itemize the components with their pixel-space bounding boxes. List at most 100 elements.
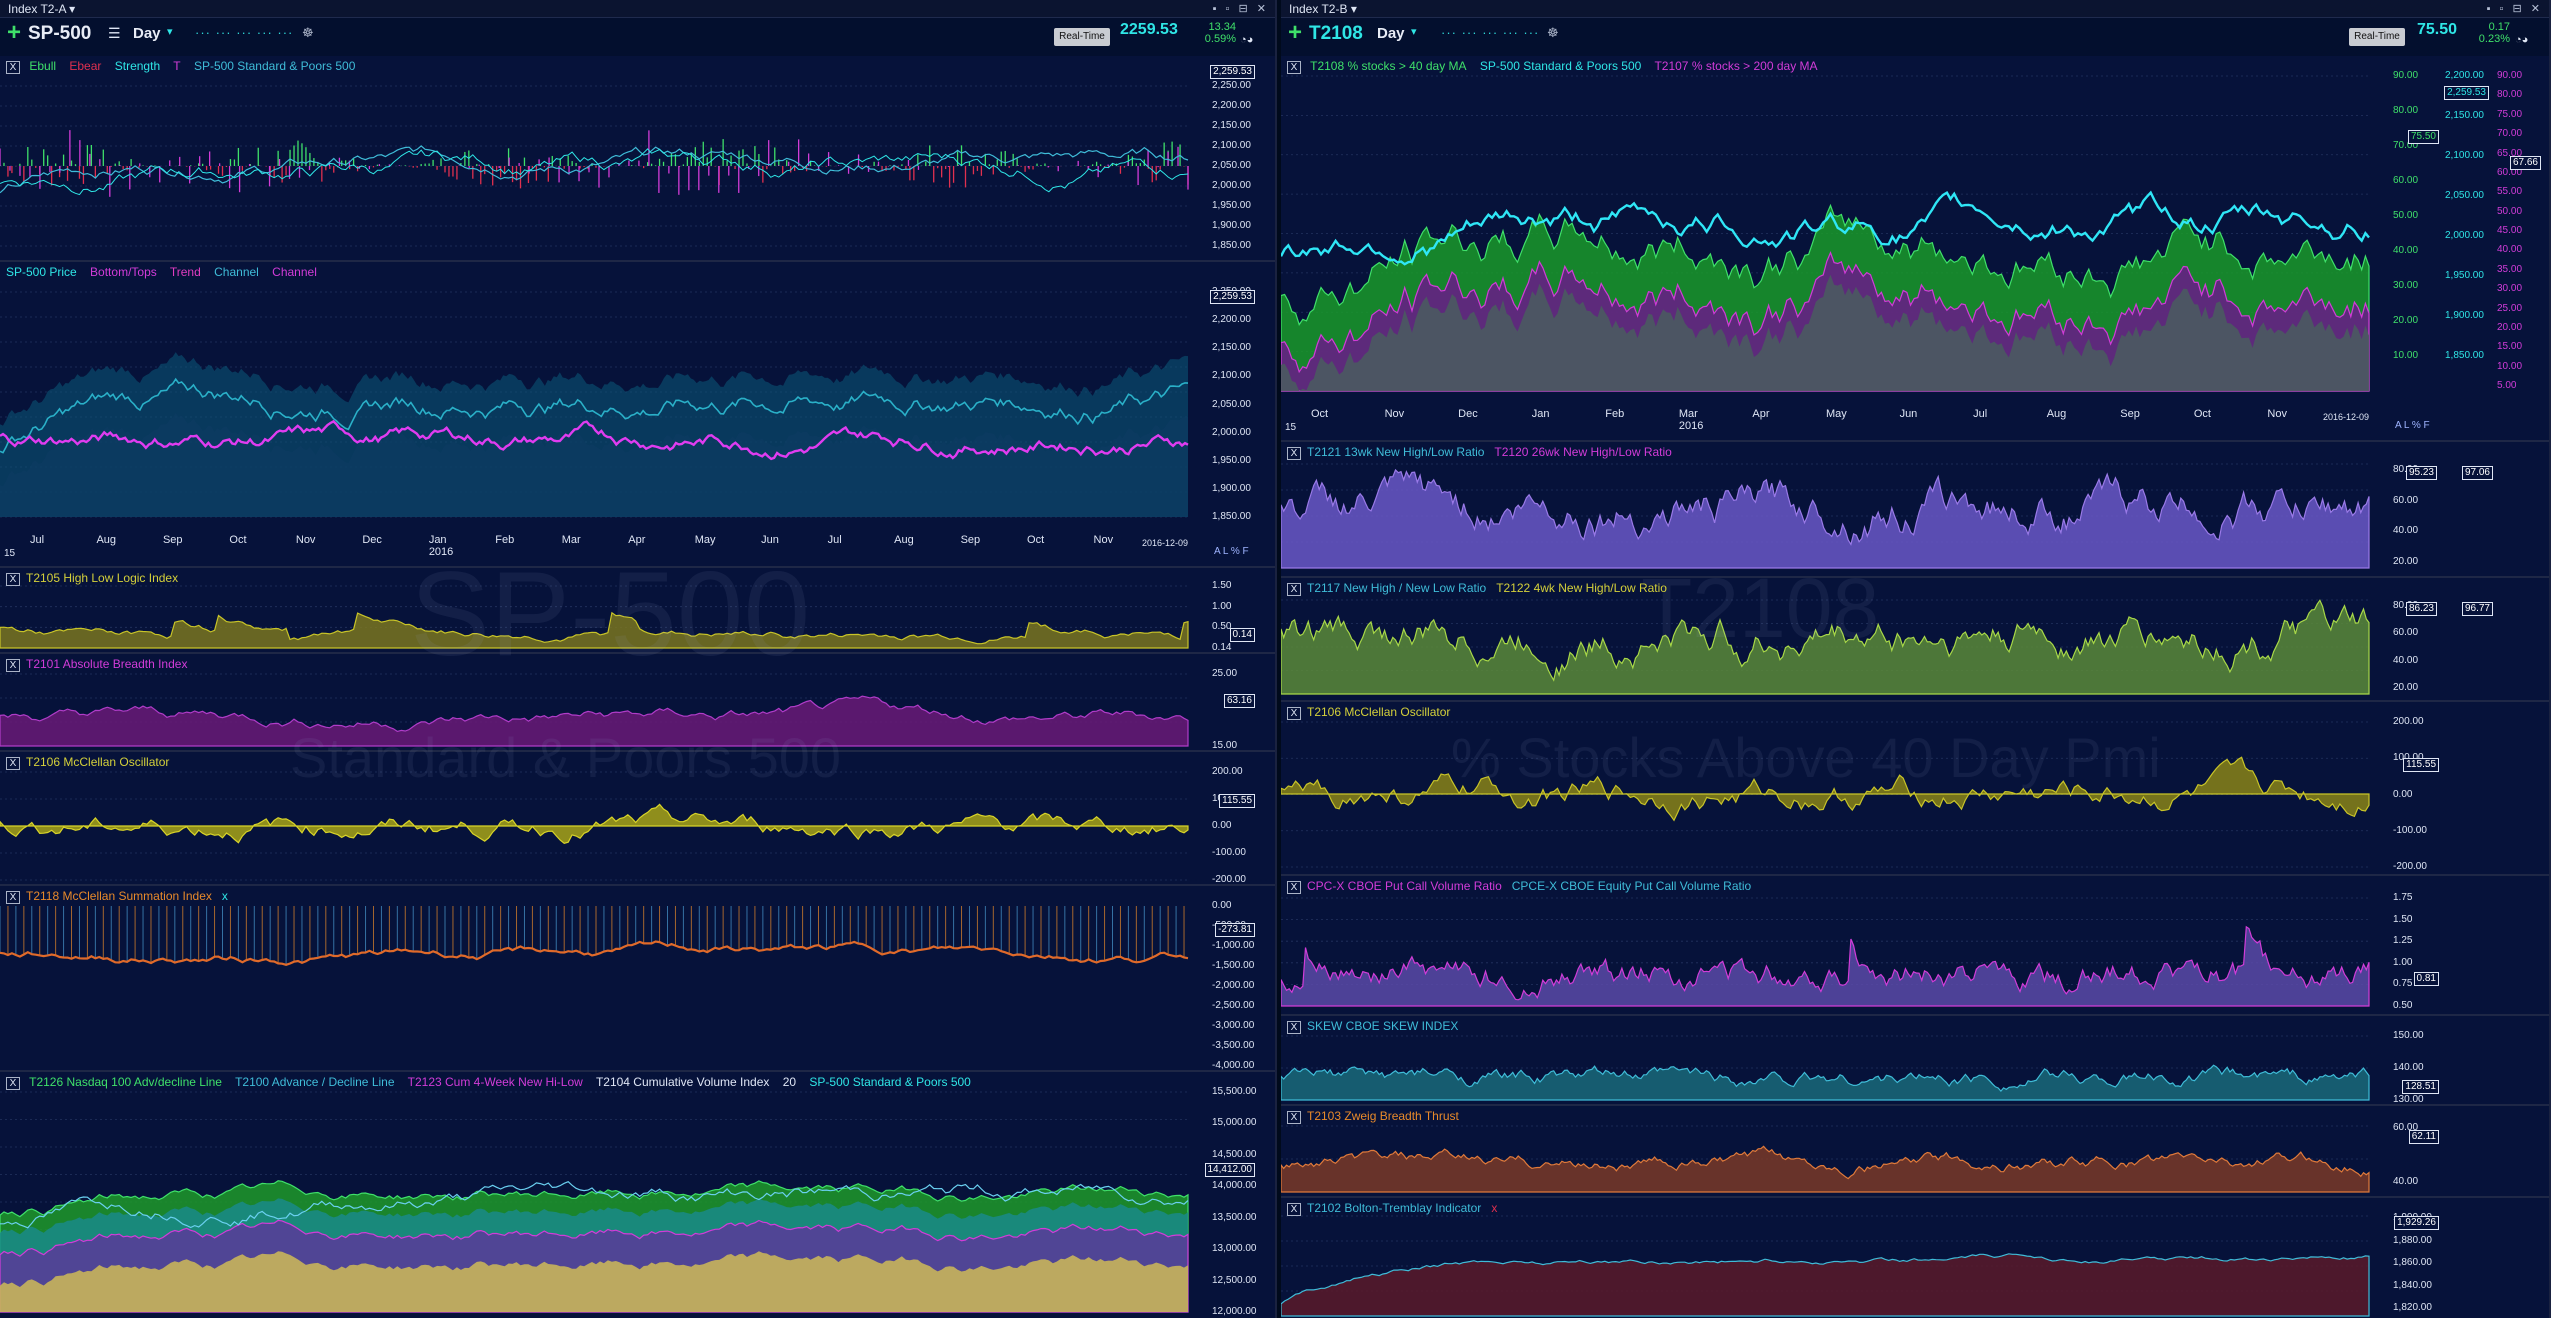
close-pane-icon[interactable]: X: [6, 659, 20, 672]
chevron-down-icon[interactable]: ▾: [69, 2, 76, 16]
legend-sp500-price[interactable]: SP-500 Price: [6, 265, 77, 279]
window-controls[interactable]: ▪ ▫ ⊟ ✕: [1212, 3, 1269, 15]
settings-icon[interactable]: ☸: [1547, 25, 1559, 40]
settings-icon[interactable]: ☸: [302, 25, 314, 40]
legend-t2118[interactable]: T2118 McClellan Summation Index: [26, 889, 212, 903]
legend-t2122[interactable]: T2122 4wk New High/Low Ratio: [1496, 581, 1667, 595]
close-pane-icon[interactable]: X: [1287, 1203, 1301, 1216]
close-pane-icon[interactable]: X: [1287, 707, 1301, 720]
t2108-plot[interactable]: [1281, 56, 2381, 404]
price-plot[interactable]: [0, 262, 1200, 530]
legend-skew[interactable]: SKEW CBOE SKEW INDEX: [1307, 1019, 1459, 1033]
legend-t2105[interactable]: T2105 High Low Logic Index: [26, 571, 179, 585]
right-window-titlebar[interactable]: Index T2-B ▾ ▪ ▫ ⊟ ✕: [1281, 0, 2549, 18]
close-pane-icon[interactable]: X: [6, 61, 20, 74]
chevron-down-icon[interactable]: ▾: [167, 26, 173, 38]
close-pane-icon[interactable]: X: [6, 757, 20, 770]
t2101-plot[interactable]: [0, 654, 1200, 752]
zweig-plot[interactable]: [1281, 1106, 2381, 1198]
close-pane-icon[interactable]: X: [6, 573, 20, 586]
scale-flags[interactable]: A L % F: [2395, 420, 2430, 431]
clock-icon[interactable]: ◔◕: [2515, 34, 2529, 46]
legend-strength[interactable]: Strength: [114, 59, 161, 73]
t2118-plot[interactable]: [0, 886, 1200, 1072]
legend-bottom-tops[interactable]: Bottom/Tops: [90, 265, 157, 279]
legend-zweig[interactable]: T2103 Zweig Breadth Thrust: [1307, 1109, 1459, 1123]
legend-t2107[interactable]: T2107 % stocks > 200 day MA: [1654, 59, 1818, 73]
left-window-titlebar[interactable]: Index T2-A ▾ ▪ ▫ ⊟ ✕: [0, 0, 1275, 18]
t2106-plot[interactable]: [1281, 702, 2381, 876]
legend-cpce[interactable]: CPCE-X CBOE Equity Put Call Volume Ratio: [1511, 879, 1752, 893]
pane-price[interactable]: SP-500 Price Bottom/Tops Trend Channel C…: [0, 262, 1275, 568]
pane-t2108[interactable]: X T2108 % stocks > 40 day MA SP-500 Stan…: [1281, 56, 2549, 442]
legend-t2121[interactable]: T2121 13wk New High/Low Ratio: [1307, 445, 1485, 459]
add-symbol-icon[interactable]: +: [7, 19, 22, 46]
legend-t2108[interactable]: T2108 % stocks > 40 day MA: [1310, 59, 1467, 73]
pane-cpc[interactable]: X CPC-X CBOE Put Call Volume Ratio CPCE-X …: [1281, 876, 2549, 1016]
legend-sp500[interactable]: SP-500 Standard & Poors 500: [1479, 59, 1642, 73]
close-pane-icon[interactable]: X: [6, 1077, 20, 1090]
legend-t[interactable]: T: [173, 59, 181, 73]
zoom-level[interactable]: 15: [4, 548, 16, 559]
legend-t2106[interactable]: T2106 McClellan Oscillator: [26, 755, 170, 769]
legend-t2117[interactable]: T2117 New High / New Low Ratio: [1307, 581, 1487, 595]
close-pane-icon[interactable]: X: [1287, 61, 1301, 74]
legend-sp500[interactable]: SP-500 Standard & Poors 500: [193, 59, 356, 73]
pane-cumulative[interactable]: X T2126 Nasdaq 100 Adv/decline Line T210…: [0, 1072, 1275, 1318]
legend-t2120[interactable]: T2120 26wk New High/Low Ratio: [1494, 445, 1672, 459]
pane-t2117[interactable]: X T2117 New High / New Low Ratio T2122 4wk…: [1281, 578, 2549, 702]
pane-breadth[interactable]: X Ebull Ebear Strength T SP-500 Standard…: [0, 56, 1275, 262]
legend-t2126[interactable]: T2126 Nasdaq 100 Adv/decline Line: [29, 1075, 222, 1089]
bolton-plot[interactable]: [1281, 1198, 2381, 1318]
t2106-plot[interactable]: [0, 752, 1200, 886]
legend-t2100[interactable]: T2100 Advance / Decline Line: [235, 1075, 395, 1089]
pane-t2105[interactable]: X T2105 High Low Logic Index 1.50 1.00 0.50…: [0, 568, 1275, 654]
legend-t2102[interactable]: T2102 Bolton-Tremblay Indicator: [1307, 1201, 1482, 1215]
pane-t2101[interactable]: X T2101 Absolute Breadth Index 25.00 15.00…: [0, 654, 1275, 752]
pane-t2106-right[interactable]: X T2106 McClellan Oscillator 200.00 100.00…: [1281, 702, 2549, 876]
legend-ebull[interactable]: Ebull: [29, 59, 57, 73]
clock-icon[interactable]: ◔◕: [1240, 34, 1254, 46]
scale-flags[interactable]: A L % F: [1214, 546, 1249, 557]
legend-trend[interactable]: Trend: [169, 265, 201, 279]
close-pane-icon[interactable]: X: [1287, 1111, 1301, 1124]
chevron-down-icon[interactable]: ▾: [1350, 2, 1357, 16]
legend-sp500[interactable]: SP-500 Standard & Poors 500: [809, 1075, 971, 1089]
legend-channel-2[interactable]: Channel: [272, 265, 317, 279]
zoom-level[interactable]: 15: [1285, 422, 1297, 433]
toolbar-shortcuts[interactable]: ··· ··· ··· ··· ···: [195, 25, 294, 40]
close-pane-icon[interactable]: X: [6, 891, 20, 904]
legend-x[interactable]: x: [221, 889, 228, 903]
t2121-plot[interactable]: [1281, 442, 2381, 578]
close-pane-icon[interactable]: X: [1287, 447, 1301, 460]
toolbar-shortcuts[interactable]: ··· ··· ··· ··· ···: [1441, 25, 1540, 40]
legend-channel[interactable]: Channel: [214, 265, 259, 279]
pane-skew[interactable]: X SKEW CBOE SKEW INDEX 150.00 140.00 130.00…: [1281, 1016, 2549, 1106]
legend-t2104[interactable]: T2104 Cumulative Volume Index: [595, 1075, 770, 1089]
symbol-name[interactable]: SP-500: [28, 23, 92, 44]
skew-plot[interactable]: [1281, 1016, 2381, 1106]
list-icon[interactable]: ☰: [108, 25, 121, 41]
cpc-plot[interactable]: [1281, 876, 2381, 1016]
symbol-name[interactable]: T2108: [1309, 23, 1363, 44]
legend-period[interactable]: 20: [782, 1075, 797, 1089]
legend-x[interactable]: x: [1491, 1201, 1498, 1215]
window-controls[interactable]: ▪ ▫ ⊟ ✕: [2486, 3, 2543, 15]
add-symbol-icon[interactable]: +: [1288, 19, 1303, 46]
period-selector[interactable]: Day: [1377, 25, 1405, 42]
breadth-plot[interactable]: [0, 56, 1200, 262]
t2105-plot[interactable]: [0, 568, 1200, 654]
cumulative-plot[interactable]: [0, 1072, 1200, 1318]
close-pane-icon[interactable]: X: [1287, 1021, 1301, 1034]
close-pane-icon[interactable]: X: [1287, 583, 1301, 596]
period-selector[interactable]: Day: [133, 25, 161, 42]
t2117-plot[interactable]: [1281, 578, 2381, 702]
legend-t2123[interactable]: T2123 Cum 4-Week New Hi-Low: [407, 1075, 583, 1089]
chevron-down-icon[interactable]: ▾: [1411, 26, 1417, 38]
legend-t2106[interactable]: T2106 McClellan Oscillator: [1307, 705, 1451, 719]
pane-zweig[interactable]: X T2103 Zweig Breadth Thrust 60.00 40.00 6…: [1281, 1106, 2549, 1198]
legend-cpc[interactable]: CPC-X CBOE Put Call Volume Ratio: [1307, 879, 1502, 893]
